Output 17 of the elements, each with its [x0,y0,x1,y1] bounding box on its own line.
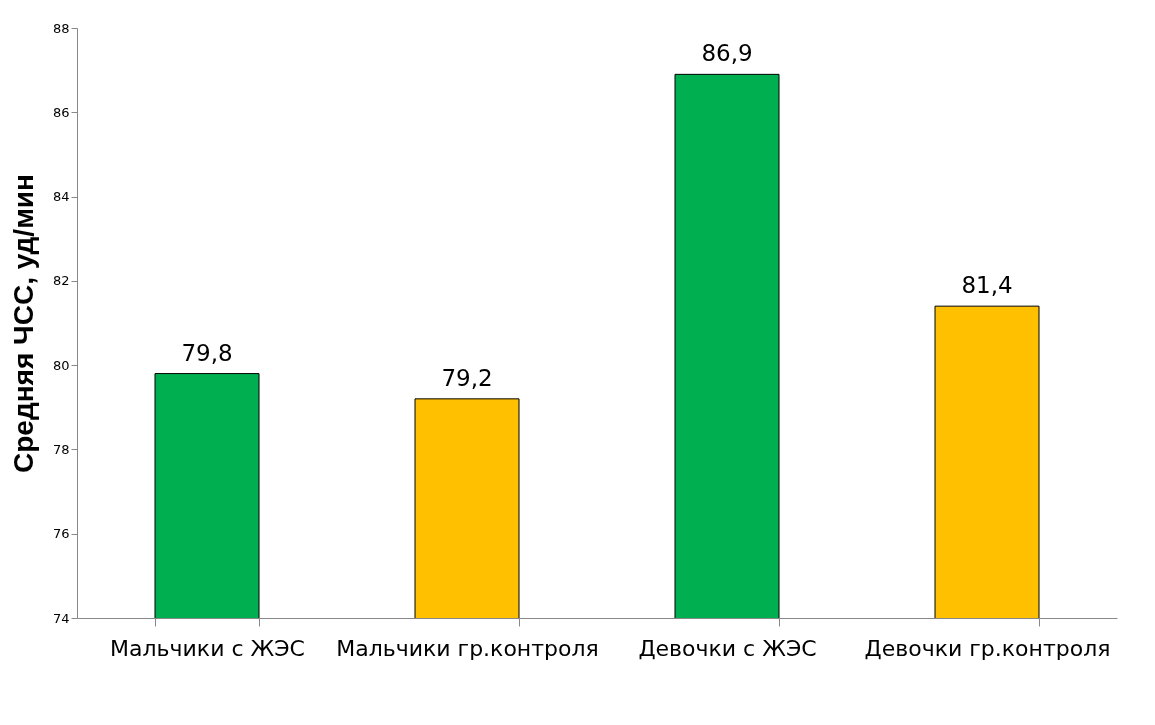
data-label: 81,4 [961,272,1013,299]
data-label: 79,2 [441,364,493,391]
y-tick-label: 84 [52,189,70,205]
x-tick-label: Девочки с ЖЭС [638,635,817,661]
y-tick-label: 80 [52,357,70,373]
y-tick-label: 74 [52,610,70,626]
data-label: 79,8 [181,339,233,366]
y-axis-title: Средняя ЧСС, уд/мин [7,174,39,473]
y-tick-label: 88 [52,20,70,36]
y-tick-label: 78 [52,441,70,457]
y-tick-label: 86 [52,104,70,120]
y-tick-label: 76 [52,526,70,542]
x-tick-label: Девочки гр.контроля [864,635,1111,661]
y-tick-label: 82 [52,273,70,289]
data-label: 86,9 [701,40,753,67]
x-tick-label: Мальчики с ЖЭС [110,635,305,661]
x-tick-label: Мальчики гр.контроля [336,635,599,661]
